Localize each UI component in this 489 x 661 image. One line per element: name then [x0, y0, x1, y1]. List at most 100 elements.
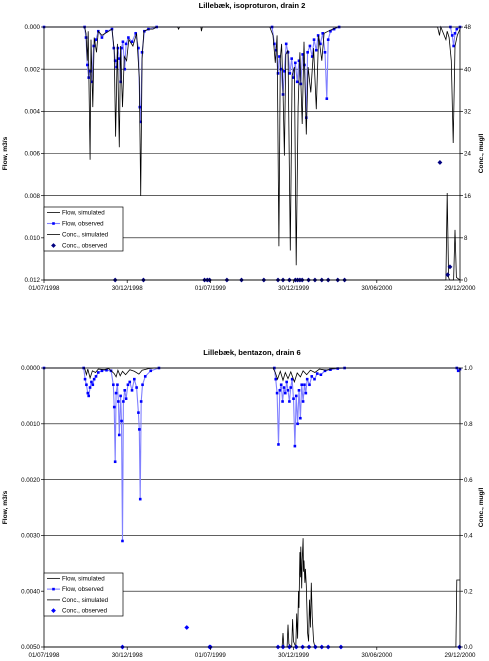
legend-label: Conc., simulated: [62, 597, 109, 604]
flow-observed-point: [120, 46, 123, 50]
flow-observed-point: [85, 383, 88, 387]
flow-observed-point: [273, 42, 276, 46]
flow-observed-point: [90, 380, 93, 384]
y-tick-label: 24: [464, 151, 471, 158]
flow-observed-point: [289, 386, 293, 389]
flow-observed-point: [133, 377, 136, 381]
flow-observed-point: [290, 57, 293, 60]
flow-observed-point: [323, 369, 327, 373]
flow-observed-point: [113, 460, 117, 464]
flow-observed-point: [275, 391, 279, 395]
flow-observed-point: [135, 386, 138, 389]
flow-observed-point: [116, 383, 119, 387]
y-axis-left-label: Flow, m3/s: [2, 136, 9, 170]
flow-observed-point: [282, 386, 286, 389]
flow-observed-point: [96, 371, 100, 374]
flow-observed-point: [456, 369, 460, 373]
legend-label: Conc., observed: [62, 243, 108, 250]
flow-observed-point: [83, 377, 87, 381]
flow-observed-point: [130, 389, 134, 392]
legend-label: Flow, observed: [62, 586, 104, 593]
legend-box: [43, 572, 124, 617]
flow-observed-point: [117, 400, 120, 403]
flow-observed-point: [288, 400, 291, 403]
x-tick-label: 01/07/1999: [195, 652, 227, 659]
flow-observed-point: [116, 46, 120, 50]
flow-observed-point: [149, 369, 153, 373]
plot-border: [43, 367, 461, 648]
flow-observed-point: [87, 394, 91, 398]
flow-observed-point: [319, 42, 322, 46]
y-axis-right-label: Conc., mug/l: [478, 134, 485, 174]
flow-observed-point: [297, 389, 301, 392]
chart-isoproturon-drain-2: Lillebæk, isoproturon, drain 2 0.0000.00…: [2, 1, 485, 292]
flow-observed-point: [453, 32, 457, 35]
flow-observed-point: [127, 36, 130, 39]
flow-observed-point: [117, 57, 121, 60]
flow-observed-point: [283, 391, 287, 395]
flow-observed-point: [300, 383, 304, 387]
flow-observed-point: [88, 386, 92, 389]
flow-observed-point: [323, 51, 327, 54]
flow-observed-point: [301, 400, 305, 403]
flow-observed-point: [86, 391, 90, 395]
flow-observed-point: [308, 44, 312, 48]
flow-observed-point: [105, 368, 108, 372]
flow-observed-point: [279, 383, 283, 387]
flow-observed-point: [140, 51, 144, 54]
flow-observed-point: [143, 375, 147, 378]
flow-observed-point: [295, 80, 299, 84]
y-axis-left-ticks: 0.000 0.002 0.004 0.006 0.008 0.010 0.012: [25, 24, 44, 284]
flow-observed-point: [137, 46, 140, 50]
flow-observed-point: [306, 51, 309, 54]
y-tick-label: 40: [464, 66, 471, 73]
flow-observed-point: [121, 539, 124, 543]
flow-observed-point: [312, 38, 316, 41]
y-tick-label: 0.002: [25, 66, 41, 73]
flow-observed-point: [303, 383, 306, 387]
flow-observed-point: [94, 38, 98, 41]
flow-observed-point: [283, 69, 286, 73]
legend-label: Flow, observed: [62, 221, 104, 228]
y-axis-left-ticks: 0.0000 0.0010 0.0020 0.0030 0.0040 0.0050: [21, 365, 44, 651]
y-tick-label: 0.012: [25, 277, 41, 284]
x-axis-ticks: 01/07/1998 30/12/1998 01/07/1999 30/12/1999…: [29, 280, 477, 292]
flow-observed-point: [332, 27, 336, 31]
y-tick-label: 32: [464, 109, 471, 116]
flow-observed-point: [310, 375, 314, 378]
x-tick-label: 01/07/1999: [195, 285, 227, 292]
flow-observed-point: [329, 29, 332, 33]
y-tick-label: 0.006: [25, 151, 41, 158]
flow-observed-point: [139, 120, 143, 124]
y-tick-label: 0.2: [464, 588, 473, 595]
legend-swatch-marker: [51, 608, 56, 614]
legend-swatch-marker: [51, 243, 56, 248]
flow-observed-point: [296, 422, 299, 426]
chart-title: Lillebæk, isoproturon, drain 2: [199, 1, 306, 10]
conc-observed-point: [184, 625, 190, 630]
y-tick-label: 0.0000: [21, 365, 40, 372]
flow-observed-point: [124, 42, 128, 46]
flow-observed-markers: [42, 25, 462, 124]
conc-observed-point: [445, 272, 451, 278]
flow-observed-point: [113, 59, 117, 63]
flow-observed-point: [114, 391, 118, 395]
x-tick-label: 29/12/2000: [445, 285, 477, 292]
flow-observed-point: [126, 383, 130, 387]
flow-observed-point: [284, 42, 288, 46]
flow-observed-point: [286, 389, 290, 392]
y-axis-right-ticks: 1.0 0.8 0.6 0.4 0.2 0.0: [460, 365, 473, 651]
x-tick-label: 29/12/2000: [445, 652, 477, 659]
legend-label: Conc., simulated: [62, 232, 109, 239]
flow-observed-point: [124, 397, 128, 400]
x-tick-label: 01/07/1998: [29, 652, 61, 659]
flow-observed-point: [304, 391, 308, 395]
flow-observed-point: [105, 29, 108, 33]
flow-observed-point: [91, 383, 95, 387]
flow-observed-point: [112, 383, 115, 387]
y-tick-label: 1.0: [464, 365, 473, 372]
y-tick-label: 0.0040: [21, 588, 40, 595]
flow-observed-point: [326, 38, 330, 41]
flow-observed-point: [94, 375, 98, 378]
